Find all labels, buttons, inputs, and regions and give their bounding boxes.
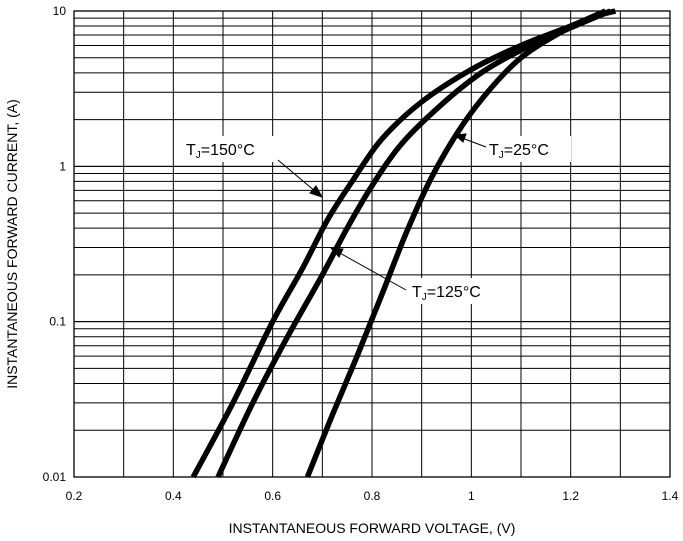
annotation-25c-label: TJ=25°C — [489, 142, 549, 161]
annotation-125c: TJ=125°C — [408, 278, 506, 304]
annotation-125c-rest: =125°C — [427, 284, 481, 301]
x-tick-label: 1 — [468, 489, 475, 503]
x-tick-label: 0.8 — [364, 489, 381, 503]
series-line-1 — [215, 8, 612, 479]
arrow-125c-head — [329, 247, 344, 258]
arrow-125c — [337, 251, 407, 291]
arrow-25c — [461, 137, 487, 148]
y-tick-label: 0.1 — [49, 315, 66, 329]
annotation-125c-sub: J — [422, 292, 427, 303]
annotation-125c-label: TJ=125°C — [412, 284, 481, 303]
annotation-150c: TJ=150°C — [182, 136, 280, 162]
annotation-150c-rest: =150°C — [201, 142, 255, 159]
x-tick-labels: 0.2 0.4 0.6 0.8 1 1.2 1.4 — [66, 489, 679, 503]
annotation-25c-bg — [485, 136, 571, 162]
arrow-150c-head — [309, 185, 324, 198]
x-tick-label: 0.4 — [165, 489, 182, 503]
annotation-150c-bg — [182, 136, 280, 162]
annotation-25c-main: T — [489, 142, 499, 159]
annotation-25c: TJ=25°C — [485, 136, 571, 162]
y-tick-label: 10 — [53, 4, 67, 18]
annotation-150c-sub: J — [196, 150, 201, 161]
x-tick-label: 0.2 — [66, 489, 83, 503]
x-tick-label: 1.4 — [662, 489, 679, 503]
x-tick-label: 1.2 — [562, 489, 579, 503]
x-tick-label: 0.6 — [264, 489, 281, 503]
annotation-arrows — [277, 133, 487, 291]
y-tick-label: 1 — [59, 159, 66, 173]
y-tick-labels: 0.01 0.1 1 10 — [43, 4, 67, 484]
plot-frame — [73, 10, 671, 478]
y-axis-title: INSTANTANEOUS FORWARD CURRENT, (A) — [4, 99, 20, 389]
annotation-150c-label: TJ=150°C — [186, 142, 255, 161]
series-line-0 — [190, 8, 607, 479]
arrow-25c-head — [453, 133, 467, 143]
annotation-25c-sub: J — [499, 150, 504, 161]
annotation-150c-main: T — [186, 142, 196, 159]
annotation-125c-main: T — [412, 284, 422, 301]
series-line-2 — [304, 8, 617, 479]
series-lines — [190, 8, 617, 479]
y-tick-label: 0.01 — [43, 470, 67, 484]
arrow-150c — [277, 159, 317, 193]
x-axis-title: INSTANTANEOUS FORWARD VOLTAGE, (V) — [229, 520, 516, 536]
annotation-125c-bg — [408, 278, 506, 304]
annotation-25c-rest: =25°C — [504, 142, 549, 159]
